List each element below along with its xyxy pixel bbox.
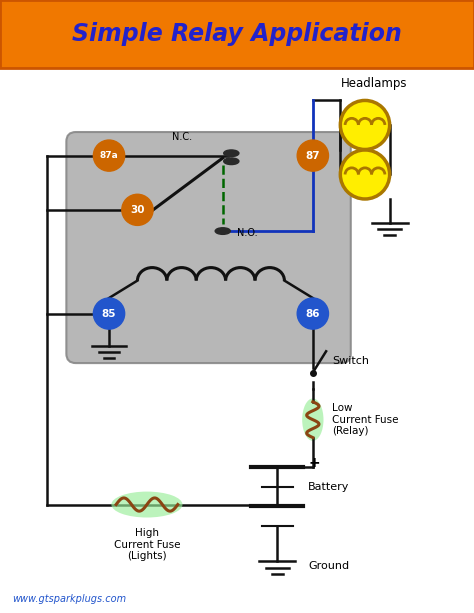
Circle shape xyxy=(93,140,125,171)
Ellipse shape xyxy=(302,398,324,441)
Text: N.C.: N.C. xyxy=(173,132,192,142)
Ellipse shape xyxy=(215,228,230,234)
Text: Headlamps: Headlamps xyxy=(341,77,408,89)
Ellipse shape xyxy=(224,150,239,156)
Circle shape xyxy=(122,194,153,226)
Text: Battery: Battery xyxy=(308,482,349,492)
Ellipse shape xyxy=(111,492,182,517)
Text: Low
Current Fuse
(Relay): Low Current Fuse (Relay) xyxy=(332,403,398,436)
Text: High
Current Fuse
(Lights): High Current Fuse (Lights) xyxy=(114,528,180,562)
Circle shape xyxy=(340,101,390,150)
Text: Ground: Ground xyxy=(308,561,349,571)
FancyBboxPatch shape xyxy=(66,132,351,363)
Text: +: + xyxy=(308,456,320,470)
Text: www.gtsparkplugs.com: www.gtsparkplugs.com xyxy=(12,593,126,604)
Text: 30: 30 xyxy=(130,205,145,215)
Text: 85: 85 xyxy=(102,308,116,319)
Circle shape xyxy=(297,140,328,171)
FancyBboxPatch shape xyxy=(0,0,474,69)
Circle shape xyxy=(340,150,390,199)
Text: 86: 86 xyxy=(306,308,320,319)
Circle shape xyxy=(93,298,125,329)
Text: N.O.: N.O. xyxy=(237,229,258,238)
Circle shape xyxy=(297,298,328,329)
Text: Switch: Switch xyxy=(332,356,369,366)
Ellipse shape xyxy=(224,158,239,164)
Text: 87: 87 xyxy=(306,151,320,161)
Text: Simple Relay Application: Simple Relay Application xyxy=(72,22,402,46)
Text: 87a: 87a xyxy=(100,151,118,160)
